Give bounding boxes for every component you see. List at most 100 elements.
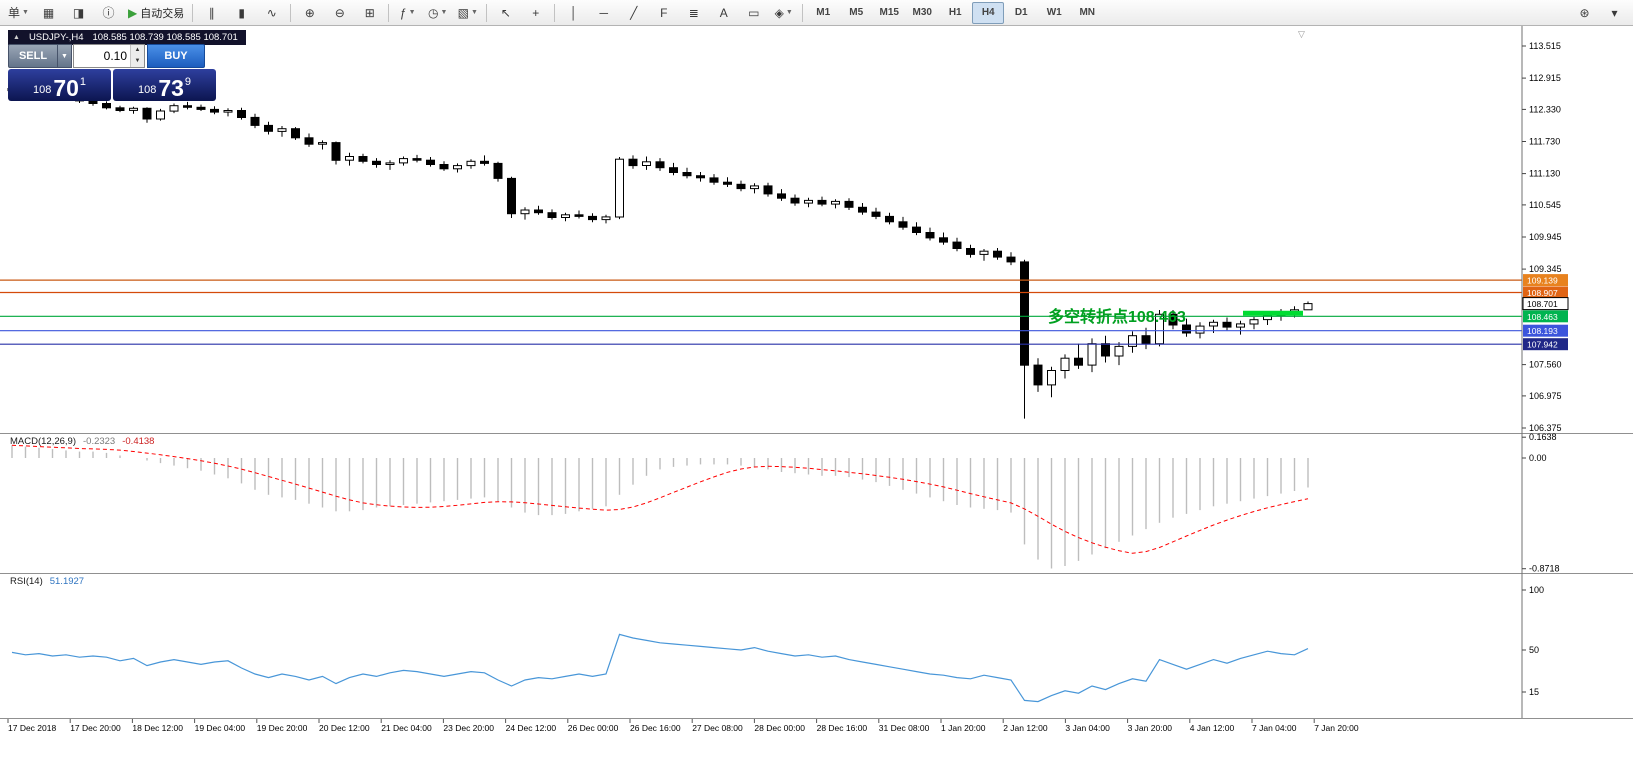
price-axis-label: 106.375 [1529,423,1562,433]
candle-body [979,250,989,255]
terminal-button[interactable]: ⓘ [94,2,123,24]
info-icon: ⓘ [102,5,115,20]
channel-button[interactable]: ≣ [679,2,708,24]
rsi-header: RSI(14) 51.1927 [10,576,84,587]
buy-button[interactable]: BUY [147,44,205,68]
horizontal-line-button[interactable]: ─ [589,2,618,24]
toolbar-separator [554,3,556,22]
data-window-button[interactable]: ◨ [64,2,93,24]
candle-body [250,116,260,126]
templates-button[interactable]: ▧ ▼ [453,2,482,24]
candle-body [183,105,192,108]
buy-price-main: 108 [137,84,157,96]
candle-body [642,161,651,167]
volume-field[interactable]: 0.10 ▲ ▼ [73,44,145,68]
rsi-line [11,633,1309,703]
rsi-value: 51.1927 [49,576,85,587]
bar-chart-button[interactable]: ∥ [197,2,226,24]
window-list-button[interactable]: ▾ [1600,2,1629,24]
candle-body [1074,357,1083,366]
tile-windows-button[interactable]: ⊞ [355,2,384,24]
chevron-down-icon: ▾ [1611,5,1618,20]
candle-body [1006,256,1016,263]
search-symbol-button[interactable]: ⊛ [1570,2,1599,24]
new-order-button[interactable]: 单 ▼ [4,2,33,24]
buy-price-panel[interactable]: 108 73 9 [113,69,216,101]
candle-body [1168,313,1178,326]
timeframe-d1-button[interactable]: D1 [1005,2,1037,24]
timeframe-m15-button[interactable]: M15 [873,2,905,24]
cursor-button[interactable]: ↖ [491,2,520,24]
sell-price-panel[interactable]: 108 70 1 [8,69,111,101]
price-label-box [1523,286,1568,299]
time-axis-label: 4 Jan 12:00 [1190,723,1235,733]
fibonacci-button[interactable]: F [649,2,678,24]
autotrading-button[interactable]: ▶ 自动交易 [124,2,188,24]
shapes-button[interactable]: ◈ ▼ [769,2,798,24]
indicators-button[interactable]: ƒ ▼ [393,2,422,24]
market-watch-button[interactable]: ▦ [34,2,63,24]
rsi-axis-label: 50 [1529,645,1539,655]
text-button[interactable]: A [709,2,738,24]
macd-signal-line [11,444,1309,554]
candle-body [453,165,462,170]
crosshair-icon: + [532,5,540,20]
time-axis-label: 21 Dec 04:00 [381,723,432,733]
text-label-button[interactable]: ▭ [739,2,768,24]
zoom-in-button[interactable]: ⊕ [295,2,324,24]
macd-header: MACD(12,26,9) -0.2323 -0.4138 [10,436,154,447]
candle-body [912,226,921,234]
price-label-text: 108.193 [1527,326,1558,336]
timeframe-h4-button[interactable]: H4 [972,1,1005,24]
candle-body [1087,343,1097,366]
time-axis-label: 28 Dec 16:00 [817,723,868,733]
toolbar-separator [290,3,292,22]
candle-body [561,214,570,219]
price-axis-label: 109.945 [1529,232,1562,242]
timeframe-m30-button[interactable]: M30 [906,2,938,24]
time-axis-label: 23 Dec 20:00 [443,723,494,733]
line-chart-button[interactable]: ∿ [257,2,286,24]
candle-body [736,183,746,190]
timeframe-m1-button[interactable]: M1 [807,2,839,24]
sell-options-caret[interactable]: ▼ [58,44,72,68]
timeframe-mn-button[interactable]: MN [1071,2,1103,24]
price-axis-label: 111.730 [1529,137,1560,147]
cursor-icon: ↖ [500,5,511,20]
time-axis-label: 19 Dec 20:00 [257,723,308,733]
candle-body [588,215,597,221]
candle-body [1222,321,1232,328]
stepper-down-icon[interactable]: ▼ [131,56,144,67]
crosshair-button[interactable]: + [521,2,550,24]
time-axis-label: 26 Dec 16:00 [630,723,681,733]
stepper-up-icon[interactable]: ▲ [131,45,144,56]
candle-body [1114,345,1124,357]
chart-shift-marker-icon[interactable]: ▽ [1298,29,1305,39]
candle-body [277,128,287,132]
sell-button[interactable]: SELL [8,44,58,68]
trendline-button[interactable]: ╱ [619,2,648,24]
timeframe-m5-button[interactable]: M5 [840,2,872,24]
candle-body [439,164,449,170]
candlestick-button[interactable]: ▮ [227,2,256,24]
macd-value: -0.2323 [83,436,116,447]
time-axis-label: 28 Dec 00:00 [754,723,805,733]
sell-price-pips: 70 [53,75,79,101]
candle-body [655,161,665,169]
price-label-text: 108.907 [1527,288,1558,298]
vertical-line-button[interactable]: │ [559,2,588,24]
candle-body [399,158,408,164]
one-click-trading-panel: SELL ▼ 0.10 ▲ ▼ BUY 108 70 1 108 73 9 [8,44,216,101]
candle-body [358,156,368,162]
periods-button[interactable]: ◷ ▼ [423,2,452,24]
volume-value[interactable]: 0.10 [103,49,127,63]
time-axis-label: 18 Dec 12:00 [132,723,183,733]
timeframe-h1-button[interactable]: H1 [939,2,971,24]
zoom-out-button[interactable]: ⊖ [325,2,354,24]
turning-point-annotation[interactable]: 多空转折点108.463 [1048,309,1186,326]
volume-stepper[interactable]: ▲ ▼ [130,45,144,67]
toolbar-separator [388,3,390,22]
price-axis-label: 113.515 [1529,41,1561,51]
timeframe-w1-button[interactable]: W1 [1038,2,1070,24]
